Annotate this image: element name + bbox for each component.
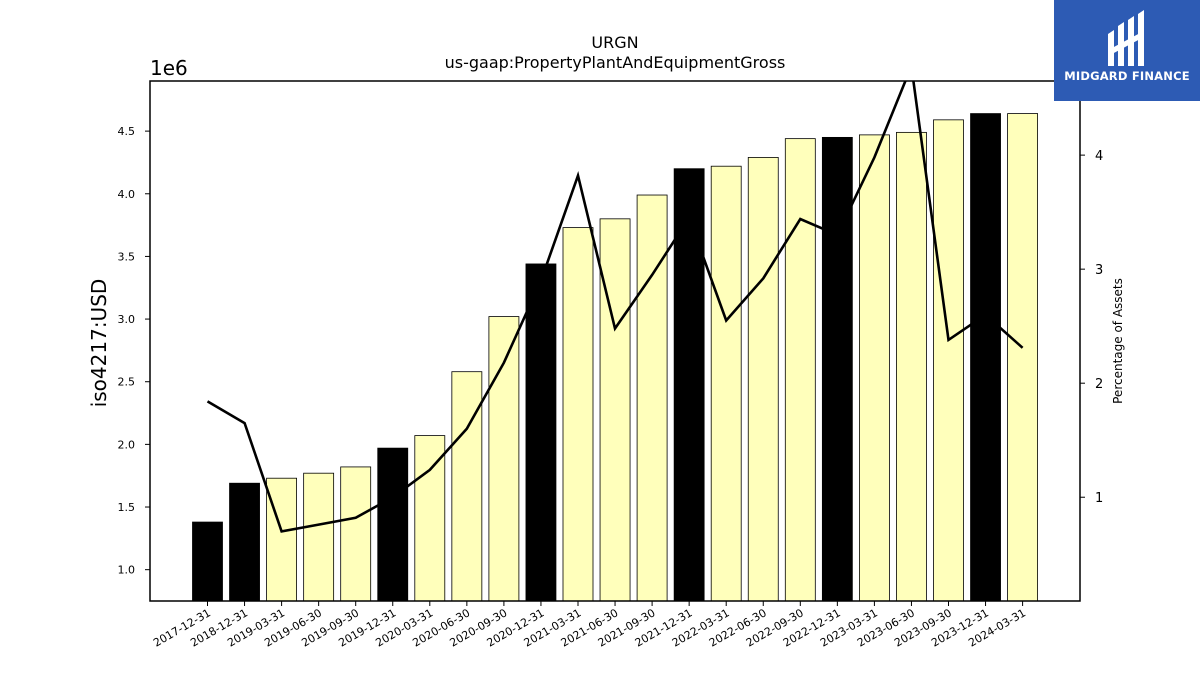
chart-subtitle: us-gaap:PropertyPlantAndEquipmentGross <box>445 53 786 72</box>
percentage-line <box>206 81 1024 533</box>
y-tick-label: 2.0 <box>118 438 136 451</box>
y-tick-label: 1.5 <box>118 501 136 514</box>
bar <box>747 157 779 601</box>
logo: MIDGARD FINANCE <box>1054 0 1200 101</box>
bar <box>859 134 890 601</box>
y-tick-label: 2.5 <box>118 376 136 389</box>
bar <box>784 138 816 601</box>
y2-axis-label: Percentage of Assets <box>1111 278 1125 404</box>
bar <box>599 218 631 601</box>
y2-tick-label: 1 <box>1095 491 1103 506</box>
bar <box>451 371 483 601</box>
y-tick-label: 4.0 <box>118 188 136 201</box>
bar <box>896 131 927 601</box>
bar <box>488 316 520 601</box>
logo-text: MIDGARD FINANCE <box>1064 69 1190 83</box>
y-tick-label: 3.5 <box>118 250 136 263</box>
bar <box>192 521 223 601</box>
bar <box>414 435 446 601</box>
bar <box>303 472 335 601</box>
y-offset-label: 1e6 <box>150 56 188 80</box>
logo-mark-icon <box>1108 10 1144 66</box>
y2-tick-label: 4 <box>1095 149 1103 164</box>
bar <box>970 113 1001 601</box>
bar <box>229 482 260 601</box>
bar <box>933 119 964 601</box>
chart-title: URGN <box>591 33 638 52</box>
y2-tick-label: 2 <box>1095 377 1103 392</box>
y-tick-label: 3.0 <box>118 313 136 326</box>
bar <box>377 447 409 601</box>
y-tick-label: 4.5 <box>118 125 136 138</box>
bar <box>340 466 372 601</box>
y-axis-label: iso4217:USD <box>87 279 111 408</box>
bar <box>266 477 298 601</box>
y2-tick-label: 3 <box>1095 263 1103 278</box>
bar <box>673 168 705 601</box>
bars-group <box>192 113 1038 601</box>
bar <box>562 227 594 601</box>
bar <box>525 263 557 601</box>
bar <box>1007 113 1038 601</box>
y-tick-label: 1.0 <box>118 564 136 577</box>
line-group <box>206 81 1024 533</box>
bar <box>821 136 853 601</box>
bar <box>710 165 742 601</box>
bar <box>636 194 668 601</box>
